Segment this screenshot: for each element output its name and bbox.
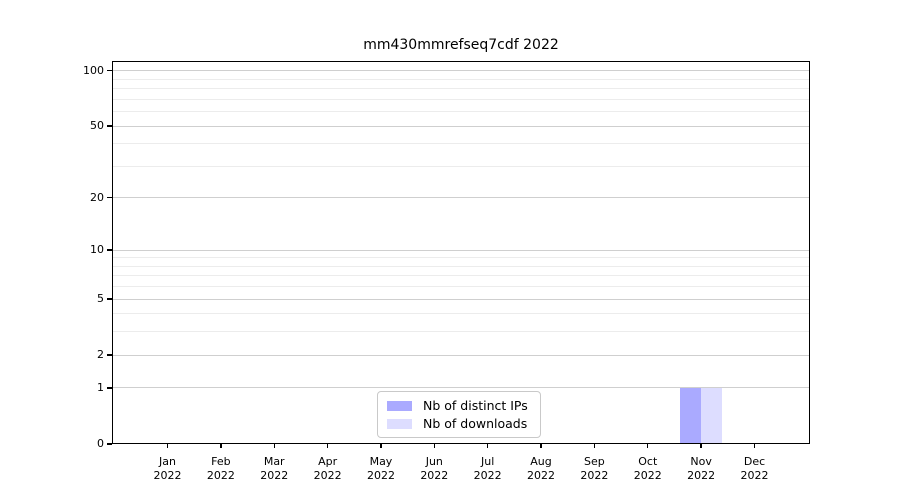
gridline-minor-80 xyxy=(112,88,810,90)
y-tick-label-2: 2 xyxy=(97,348,104,362)
gridline-minor-7 xyxy=(112,275,810,277)
gridline-minor-60 xyxy=(112,111,810,113)
x-tick-nov xyxy=(700,444,702,448)
x-tick-year-jun: 2022 xyxy=(420,468,449,482)
x-tick-month-jul: Jul xyxy=(481,455,495,468)
gridline-minor-4 xyxy=(112,313,810,315)
x-tick-label-dec: Dec 2022 xyxy=(725,455,785,482)
y-tick-10 xyxy=(107,249,112,251)
x-tick-sep xyxy=(593,444,596,448)
x-tick-dec xyxy=(753,444,756,448)
gridline-major-1 xyxy=(112,387,810,389)
gridline-major-10 xyxy=(112,249,810,251)
plot-area: 0 1 2 5 10 20 50 100 Jan 2022 Feb 2022 Mar 2022 Apr 202… xyxy=(83,61,810,482)
legend-item-downloads: Nb of downloads xyxy=(387,416,528,431)
x-tick-label-apr: Apr 2022 xyxy=(298,455,358,482)
gridline-minor-40 xyxy=(112,143,810,145)
x-tick-oct xyxy=(647,444,649,448)
y-tick-20 xyxy=(107,197,112,199)
legend-swatch-downloads xyxy=(387,418,412,429)
y-tick-100 xyxy=(107,70,112,72)
x-tick-month-may: May xyxy=(369,455,393,468)
x-tick-month-dec: Dec xyxy=(743,455,766,468)
y-tick-50 xyxy=(107,125,112,127)
bar-nb-of-downloads-nov xyxy=(701,387,723,444)
x-tick-month-aug: Aug xyxy=(530,455,552,468)
x-tick-jul xyxy=(486,444,489,448)
x-tick-label-oct: Oct 2022 xyxy=(618,455,678,482)
x-tick-jan xyxy=(166,444,169,448)
x-tick-month-nov: Nov xyxy=(690,455,712,468)
gridline-major-5 xyxy=(112,298,810,300)
x-tick-label-may: May 2022 xyxy=(351,455,411,482)
gridline-minor-6 xyxy=(112,286,810,288)
y-tick-2 xyxy=(107,354,112,356)
x-tick-month-jun: Jun xyxy=(425,455,443,468)
y-tick-label-0: 0 xyxy=(97,437,104,450)
x-tick-month-oct: Oct xyxy=(638,455,658,468)
x-tick-month-mar: Mar xyxy=(263,455,285,468)
y-tick-5 xyxy=(107,298,112,300)
x-tick-mar xyxy=(273,444,275,448)
gridline-major-2 xyxy=(112,354,810,356)
legend-label-distinct-ips: Nb of distinct IPs xyxy=(423,398,528,413)
x-tick-may xyxy=(380,444,382,448)
x-tick-aug xyxy=(540,444,542,448)
x-tick-apr xyxy=(326,444,329,448)
x-tick-month-apr: Apr xyxy=(318,455,338,468)
x-tick-year-may: 2022 xyxy=(366,468,395,482)
x-tick-jun xyxy=(433,444,435,448)
y-tick-label-5: 5 xyxy=(97,292,104,306)
x-tick-month-feb: Feb xyxy=(211,455,231,468)
gridline-minor-90 xyxy=(112,78,810,80)
y-tick-label-100: 100 xyxy=(83,63,104,77)
gridline-major-100 xyxy=(112,70,810,72)
y-tick-label-50: 50 xyxy=(90,119,104,133)
legend-label-downloads: Nb of downloads xyxy=(423,416,528,431)
x-tick-year-apr: 2022 xyxy=(313,468,342,482)
gridline-minor-70 xyxy=(112,98,810,100)
y-tick-label-10: 10 xyxy=(90,243,104,257)
legend: Nb of distinct IPs Nb of downloads xyxy=(377,391,541,438)
y-tick-0 xyxy=(107,443,112,445)
gridline-minor-30 xyxy=(112,165,810,167)
x-tick-year-feb: 2022 xyxy=(206,468,235,482)
gridline-minor-9 xyxy=(112,257,810,259)
x-tick-label-sep: Sep 2022 xyxy=(564,455,624,482)
x-tick-label-aug: Aug 2022 xyxy=(511,455,571,482)
x-tick-year-dec: 2022 xyxy=(740,468,769,482)
x-tick-month-sep: Sep xyxy=(584,455,605,468)
y-tick-label-1: 1 xyxy=(97,380,104,394)
x-tick-year-aug: 2022 xyxy=(527,468,556,482)
gridline-major-50 xyxy=(112,125,810,127)
gridline-minor-8 xyxy=(112,265,810,267)
x-tick-label-jul: Jul 2022 xyxy=(458,455,518,482)
legend-swatch-distinct-ips xyxy=(387,400,412,411)
x-tick-label-mar: Mar 2022 xyxy=(244,455,304,482)
x-tick-year-nov: 2022 xyxy=(687,468,716,482)
chart-title: mm430mmrefseq7cdf 2022 xyxy=(363,37,559,53)
x-tick-year-sep: 2022 xyxy=(580,468,609,482)
x-tick-label-feb: Feb 2022 xyxy=(191,455,251,482)
x-tick-month-jan: Jan xyxy=(159,455,176,468)
x-tick-year-jan: 2022 xyxy=(153,468,182,482)
gridline-major-20 xyxy=(112,197,810,199)
x-tick-label-jun: Jun 2022 xyxy=(404,455,464,482)
x-tick-year-oct: 2022 xyxy=(633,468,662,482)
x-tick-label-nov: Nov 2022 xyxy=(671,455,731,482)
y-tick-1 xyxy=(107,387,112,389)
gridline-minor-3 xyxy=(112,331,810,333)
y-tick-label-20: 20 xyxy=(90,190,104,204)
x-tick-label-jan: Jan 2022 xyxy=(138,455,198,482)
legend-item-distinct-ips: Nb of distinct IPs xyxy=(387,398,528,413)
x-tick-feb xyxy=(220,444,222,448)
bar-nb-of-distinct-ips-nov xyxy=(679,387,702,444)
x-tick-year-mar: 2022 xyxy=(260,468,289,482)
x-tick-year-jul: 2022 xyxy=(473,468,502,482)
